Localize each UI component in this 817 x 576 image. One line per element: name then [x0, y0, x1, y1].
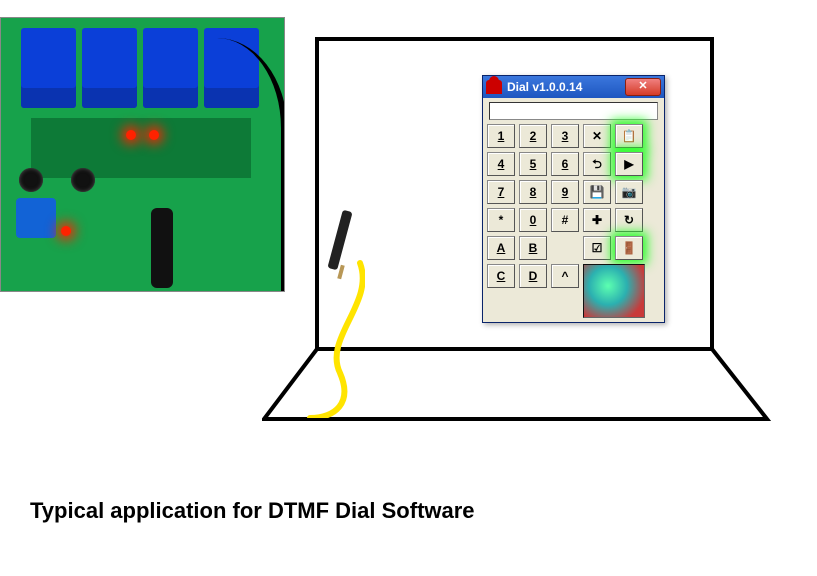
key-6[interactable]: 6	[551, 152, 579, 176]
key-label: B	[529, 241, 538, 255]
dtmf-keypad: 1 2 3 4 5 6 7 8 9 * 0 # A B ^ C D	[487, 124, 579, 316]
yellow-wire	[305, 258, 365, 418]
add-button[interactable]: ✚	[583, 208, 611, 232]
plus-icon: ✚	[592, 214, 602, 226]
key-label: D	[529, 269, 538, 283]
key-7[interactable]: 7	[487, 180, 515, 204]
snapshot-button[interactable]: 📷	[615, 180, 643, 204]
decorative-art	[583, 264, 645, 318]
key-label: C	[497, 269, 506, 283]
status-led	[149, 130, 159, 140]
caption-text: Typical application for DTMF Dial Softwa…	[30, 498, 475, 524]
window-title: Dial v1.0.0.14	[507, 80, 625, 94]
key-label: 1	[498, 129, 505, 143]
key-label: 5	[530, 157, 537, 171]
capacitor	[19, 168, 43, 192]
key-3[interactable]: 3	[551, 124, 579, 148]
key-label: 3	[562, 129, 569, 143]
key-d[interactable]: D	[519, 264, 547, 288]
key-a[interactable]: A	[487, 236, 515, 260]
clear-button[interactable]: ✕	[583, 124, 611, 148]
repeat-button[interactable]: ↻	[615, 208, 643, 232]
key-label: 6	[562, 157, 569, 171]
number-display-input[interactable]	[489, 102, 658, 120]
exit-button[interactable]: 🚪	[615, 236, 643, 260]
x-icon: ✕	[592, 130, 602, 142]
key-0[interactable]: 0	[519, 208, 547, 232]
options-button[interactable]: ☑	[583, 236, 611, 260]
key-label: *	[499, 213, 504, 227]
status-led	[126, 130, 136, 140]
key-1[interactable]: 1	[487, 124, 515, 148]
save-button[interactable]: 💾	[583, 180, 611, 204]
key-label: 8	[530, 185, 537, 199]
key-star[interactable]: *	[487, 208, 515, 232]
relay	[82, 28, 137, 108]
audio-plug	[151, 208, 173, 288]
key-label: ^	[561, 269, 568, 283]
key-label: 7	[498, 185, 505, 199]
clipboard-icon: 📋	[622, 130, 637, 142]
repeat-icon: ↻	[624, 214, 634, 226]
phone-icon	[486, 80, 502, 94]
door-icon: 🚪	[622, 242, 637, 254]
key-caret[interactable]: ^	[551, 264, 579, 288]
dial-window: Dial v1.0.0.14 ✕ 1 2 3 4 5 6 7 8 9 * 0 #…	[482, 75, 665, 323]
key-label: #	[562, 213, 569, 227]
power-led	[61, 226, 71, 236]
key-2[interactable]: 2	[519, 124, 547, 148]
side-toolbar: ✕ 📋 ⮌ ▶ 💾 📷 ✚ ↻ ☑ 🚪	[583, 124, 643, 316]
key-9[interactable]: 9	[551, 180, 579, 204]
key-hash[interactable]: #	[551, 208, 579, 232]
check-icon: ☑	[592, 242, 603, 254]
camera-icon: 📷	[622, 186, 637, 198]
play-button[interactable]: ▶	[615, 152, 643, 176]
key-label: 9	[562, 185, 569, 199]
key-label: A	[497, 241, 506, 255]
close-button[interactable]: ✕	[625, 78, 661, 96]
key-5[interactable]: 5	[519, 152, 547, 176]
paste-button[interactable]: 📋	[615, 124, 643, 148]
disk-icon: 💾	[590, 186, 605, 198]
key-b[interactable]: B	[519, 236, 547, 260]
key-label: 0	[530, 213, 537, 227]
relay	[21, 28, 76, 108]
back-icon: ⮌	[592, 158, 602, 170]
key-label: 4	[498, 157, 505, 171]
key-4[interactable]: 4	[487, 152, 515, 176]
titlebar[interactable]: Dial v1.0.0.14 ✕	[483, 76, 664, 98]
key-label: 2	[530, 129, 537, 143]
key-c[interactable]: C	[487, 264, 515, 288]
relay-board-photo	[0, 17, 285, 292]
play-icon: ▶	[624, 158, 633, 170]
screw-terminal	[16, 198, 56, 238]
backspace-button[interactable]: ⮌	[583, 152, 611, 176]
display-row	[483, 98, 664, 122]
key-8[interactable]: 8	[519, 180, 547, 204]
capacitor	[71, 168, 95, 192]
